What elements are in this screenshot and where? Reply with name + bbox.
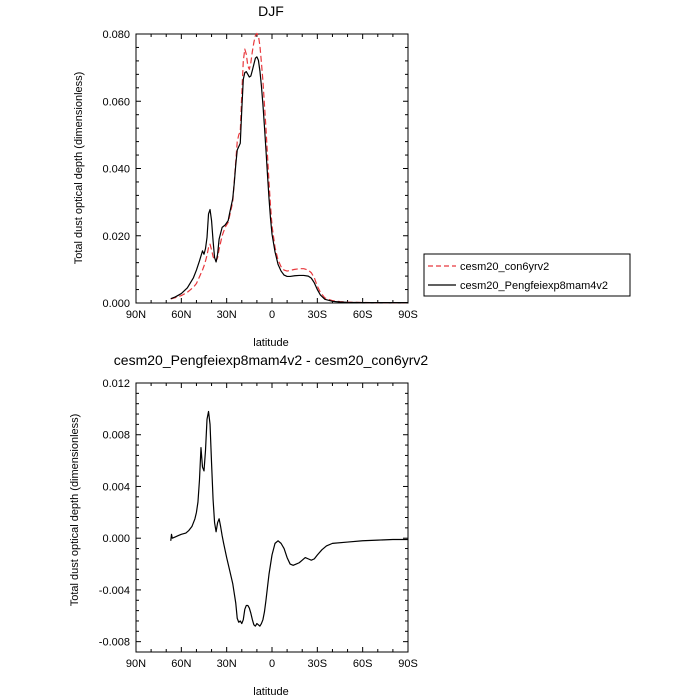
bottom-y-tick-label: -0.004 — [99, 585, 130, 597]
top-series-line-0 — [170, 32, 408, 304]
top-x-axis-title: latitude — [253, 337, 288, 349]
top-x-tick-label: 30S — [308, 309, 328, 321]
top-panel-title: DJF — [258, 3, 284, 19]
top-panel: DJF latitude Total dust optical depth (d… — [73, 3, 418, 349]
bottom-y-axis-title: Total dust optical depth (dimensionless) — [69, 414, 81, 607]
bottom-y-tick-label: -0.008 — [99, 637, 130, 649]
top-x-tick-label: 90N — [126, 309, 146, 321]
top-y-tick-label: 0.040 — [102, 164, 130, 176]
bottom-x-tick-label: 30S — [308, 658, 328, 670]
top-x-tick-label: 0 — [269, 309, 275, 321]
top-series-line-1 — [170, 56, 408, 304]
bottom-panel: cesm20_Pengfeiexp8mam4v2 - cesm20_con6yr… — [69, 352, 428, 698]
top-plot-frame — [135, 33, 409, 304]
legend-label-pengfei: cesm20_Pengfeiexp8mam4v2 — [460, 280, 608, 292]
bottom-x-tick-label: 60N — [171, 658, 191, 670]
top-y-tick-label: 0.060 — [102, 96, 130, 108]
top-y-tick-label: 0.080 — [102, 29, 130, 41]
bottom-y-tick-label: 0.012 — [102, 378, 130, 390]
top-y-axis-title: Total dust optical depth (dimensionless) — [73, 72, 85, 265]
bottom-x-tick-label: 0 — [269, 658, 275, 670]
bottom-x-tick-label: 30N — [217, 658, 237, 670]
top-x-tick-label: 60S — [353, 309, 373, 321]
legend: cesm20_con6yrv2 cesm20_Pengfeiexp8mam4v2 — [423, 253, 631, 297]
legend-label-con6yrv2: cesm20_con6yrv2 — [460, 261, 549, 273]
bottom-y-tick-label: 0.000 — [102, 533, 130, 545]
bottom-y-tick-label: 0.008 — [102, 430, 130, 442]
top-x-tick-label: 60N — [171, 309, 191, 321]
bottom-x-axis-title: latitude — [253, 686, 288, 698]
bottom-x-tick-label: 90S — [398, 658, 418, 670]
top-x-tick-label: 90S — [398, 309, 418, 321]
top-y-tick-label: 0.000 — [102, 298, 130, 310]
bottom-x-tick-label: 90N — [126, 658, 146, 670]
bottom-plot-frame — [135, 382, 409, 653]
legend-box — [423, 253, 631, 297]
top-x-tick-label: 30N — [217, 309, 237, 321]
bottom-panel-title: cesm20_Pengfeiexp8mam4v2 - cesm20_con6yr… — [114, 352, 429, 368]
bottom-y-tick-label: 0.004 — [102, 481, 130, 493]
bottom-series-line-0 — [170, 410, 408, 627]
bottom-x-tick-label: 60S — [353, 658, 373, 670]
top-y-tick-label: 0.020 — [102, 231, 130, 243]
